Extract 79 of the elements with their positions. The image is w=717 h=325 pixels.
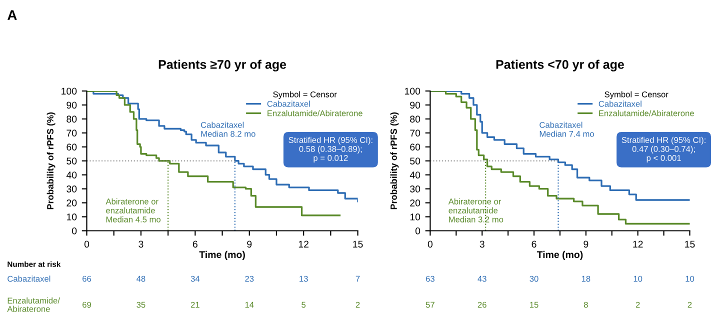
text: 2 [636,302,640,308]
y-tick-label: 60 [410,144,420,151]
y-tick-label: 40 [66,172,77,178]
text: 2 [688,302,692,308]
y-tick-label: 70 [66,130,77,137]
y-tick-label: 40 [410,172,420,178]
text: 35 [136,302,146,308]
x-tick-label: 12 [633,240,643,248]
x-tick-label: 9 [247,240,252,248]
text: Enzalutamide/ Abiraterone [7,297,60,312]
text: 10 [634,276,642,282]
y-tick-label: 0 [72,227,77,234]
text: 14 [245,302,254,308]
text: 8 [584,302,588,308]
text: 18 [582,276,590,282]
y-tick-label: 70 [410,130,420,137]
text: Cabazitaxel [8,276,50,282]
y-tick-label: 50 [410,158,420,164]
x-axis-title: Time (mo) [199,250,245,260]
y-tick-label: 30 [410,186,420,192]
text: 7 [356,276,360,282]
legend-label: Enzalutamide/Abiraterone [599,110,694,116]
x-tick-label: 3 [480,240,484,248]
x-tick-label: 6 [532,240,536,248]
y-tick-label: 90 [410,102,420,109]
y-tick-label: 30 [66,186,77,192]
x-tick-label: 6 [192,240,198,248]
y-tick-label: 20 [410,200,420,206]
text: 57 [426,302,434,308]
text: 10 [686,276,694,282]
x-tick-label: 12 [298,240,308,248]
legend-label: Cabazitaxel [598,100,642,107]
x-tick-label: 0 [84,240,90,248]
text: 48 [136,276,146,282]
x-axis-title: Time (mo) [536,250,583,260]
text: 23 [245,276,254,282]
text: A [8,10,17,20]
annotation: Abiraterone or enzalutamide Median 4.5 mo [106,198,160,222]
text: 66 [82,276,92,282]
annotation: Cabazitaxel Median 7.4 mo [540,122,594,137]
y-tick-label: 10 [66,214,77,220]
annotation: Abiraterone or enzalutamide Median 3.2 mo [448,198,504,222]
y-tick-label: 80 [410,116,420,123]
text: 34 [190,276,200,282]
x-tick-label: 3 [138,240,144,248]
x-tick-label: 15 [685,240,695,248]
annotation: Cabazitaxel Median 8.2 mo [201,122,256,137]
text: 63 [426,276,434,282]
legend-label: Cabazitaxel [267,100,310,107]
annotation: Stratified HR (95% CI): 0.58 (0.38–0.89); p = 0.012 [288,136,372,163]
text: 15 [530,302,538,308]
x-tick-label: 9 [584,240,588,248]
y-tick-label: 100 [405,88,420,95]
text: 2 [356,302,360,308]
text: 13 [300,276,308,282]
text: 69 [82,302,91,308]
x-tick-label: 0 [428,240,433,248]
chart-title: Patients <70 yr of age [496,60,624,72]
text: 30 [530,276,538,282]
chart-title: Patients ≥70 yr of age [158,60,286,72]
y-tick-label: 60 [66,144,77,151]
y-tick-label: 20 [66,200,77,206]
y-tick-label: 80 [66,116,77,123]
annotation: Stratified HR (95% CI): 0.47 (0.30–0.74); p < 0.001 [622,136,706,163]
legend-title: Symbol = Censor [273,91,337,100]
y-axis-title: Probability of rPFS (%) [390,112,399,210]
legend-label: Enzalutamide/Abiraterone [268,110,362,116]
text: 43 [478,276,486,282]
x-tick-label: 15 [353,240,363,248]
text: 21 [190,302,200,308]
text: 5 [302,302,306,308]
y-tick-label: 0 [415,227,420,234]
y-tick-label: 10 [410,214,420,220]
y-tick-label: 50 [66,158,77,164]
legend-title: Symbol = Censor [604,91,668,100]
y-tick-label: 100 [62,88,77,95]
y-axis-title: Probability of rPFS (%) [46,112,56,210]
y-tick-label: 90 [66,102,77,109]
text: 26 [478,302,486,308]
